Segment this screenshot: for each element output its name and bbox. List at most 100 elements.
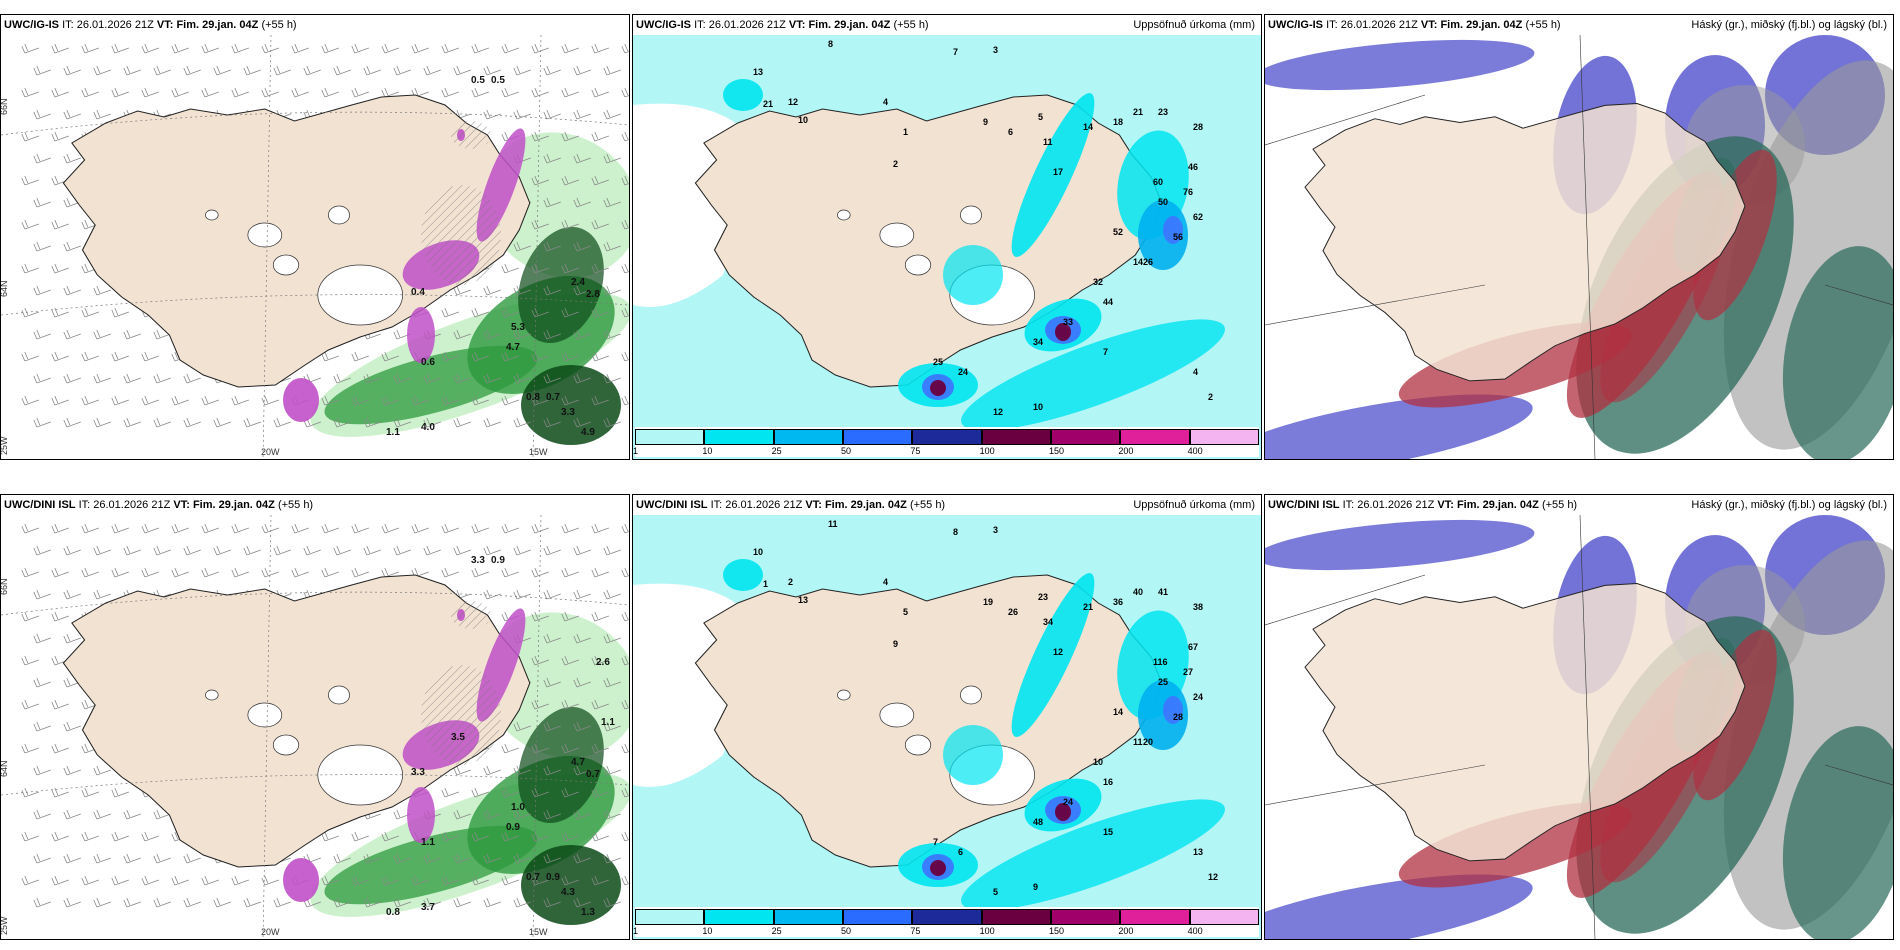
it-label: IT: (694, 19, 706, 31)
glacier (205, 209, 219, 221)
wind-barb (51, 831, 69, 842)
wind-barb (501, 395, 519, 406)
wind-barb (123, 65, 141, 76)
precip-value-label: 3 (993, 525, 998, 535)
colorbar-label: 50 (841, 446, 852, 456)
wind-barb (543, 285, 561, 296)
it-label: IT: (1342, 499, 1355, 511)
precip-panel-igis: UWC/IG-IS IT: 26.01.2026 21Z VT: Fim. 29… (632, 14, 1262, 460)
precip-value-label: 25 (1158, 677, 1168, 687)
precip-value-label: 5 (993, 887, 998, 897)
wind-barb (483, 417, 501, 428)
wind-barb (183, 373, 201, 384)
precip-area (1055, 803, 1071, 821)
vt-label: VT: (1420, 19, 1438, 31)
longitude-line (532, 35, 542, 459)
latitude-line (1, 774, 629, 796)
panel-header: UWC/DINI ISL IT: 26.01.2026 21Z VT: Fim.… (1, 495, 629, 515)
wind-barb (501, 875, 519, 886)
wind-barb (561, 523, 579, 534)
wind-barb (33, 65, 51, 76)
wind-barb (483, 897, 501, 908)
wind-barb (33, 109, 51, 120)
precip-value-label: 2.6 (596, 657, 610, 668)
wind-barb (51, 307, 69, 318)
wind-barb (141, 43, 159, 54)
graticule-line (1265, 574, 1426, 626)
lead-time: (+55 h) (909, 499, 946, 511)
wind-barb (171, 567, 189, 578)
precip-area (1163, 216, 1183, 244)
precip-panel-dini: UWC/DINI ISL IT: 26.01.2026 21Z VT: Fim.… (632, 494, 1262, 940)
wind-barb (501, 351, 519, 362)
panel-title: Uppsöfnuð úrkoma (mm) (1133, 19, 1255, 31)
precip-value-label: 4.7 (571, 757, 585, 768)
wind-barb (423, 545, 441, 556)
wind-barb (123, 853, 141, 864)
colorbar-label: 100 (979, 926, 995, 936)
precip-value-label: 12 (1208, 872, 1218, 882)
wind-barb (621, 655, 629, 666)
wind-barb (51, 87, 69, 98)
wind-barb (183, 417, 201, 428)
wind-barb (513, 897, 531, 908)
wind-barb (561, 655, 579, 666)
wind-barb (21, 131, 39, 142)
wind-barb (363, 545, 381, 556)
wind-barb (513, 65, 531, 76)
wind-barb (183, 897, 201, 908)
wind-barb (321, 87, 339, 98)
wind-barb (321, 351, 339, 362)
wind-barb (603, 545, 621, 556)
wind-barb (543, 589, 561, 600)
wind-barb (93, 545, 111, 556)
wind-barb (561, 743, 579, 754)
wind-barb (51, 743, 69, 754)
wind-barb (453, 417, 471, 428)
precip-value-label: 32 (1093, 277, 1103, 287)
lead-time: (+55 h) (277, 499, 314, 511)
colorbar-segment (981, 909, 1051, 925)
graticule-line (1265, 764, 1486, 806)
wind-barb (471, 43, 489, 54)
wind-barb (231, 523, 249, 534)
precip-value-label: 56 (1173, 232, 1183, 242)
wind-barb (603, 197, 621, 208)
wind-barb (501, 307, 519, 318)
precip-value-label: 23 (1158, 107, 1168, 117)
wind-barb (51, 43, 69, 54)
map-svg: 66N 64N 25W 20W 15W 3.3 0.9 4.7 4.3 1.1 3.3 3.7 0.8 0… (1, 515, 629, 939)
graticule (1265, 515, 1893, 939)
wind-barb (81, 307, 99, 318)
wind-barb (81, 523, 99, 534)
wind-barb (621, 699, 629, 710)
map-svg (1265, 35, 1893, 459)
wind-barb (543, 241, 561, 252)
wind-barb (543, 373, 561, 384)
wind-barb (471, 567, 489, 578)
glacier (837, 209, 851, 221)
wind-barb (531, 43, 549, 54)
glacier (247, 222, 283, 248)
precip-value-label: 2.8 (586, 289, 600, 300)
precip-value-label: 0.9 (546, 872, 560, 883)
graticule-line (1579, 515, 1596, 939)
glacier (328, 205, 350, 225)
map-area (1265, 35, 1893, 459)
wind-barb (111, 395, 129, 406)
valid-time: Fim. 29.jan. 04Z (1440, 19, 1523, 31)
wind-barb (483, 65, 501, 76)
wind-barb (423, 897, 441, 908)
precip-value-label: 0.6 (421, 357, 435, 368)
wind-barb (621, 611, 629, 622)
precip-area (943, 725, 1003, 785)
panel-title: Háský (gr.), miðský (fj.bl.) og lágský (… (1691, 499, 1887, 511)
wind-barb (393, 65, 411, 76)
wind-barb (621, 307, 629, 318)
wind-barb (471, 307, 489, 318)
snow-hatch (421, 185, 501, 285)
precip-value-label: 17 (1053, 167, 1063, 177)
wind-barb (531, 131, 549, 142)
precip-value-label: 25 (933, 357, 943, 367)
